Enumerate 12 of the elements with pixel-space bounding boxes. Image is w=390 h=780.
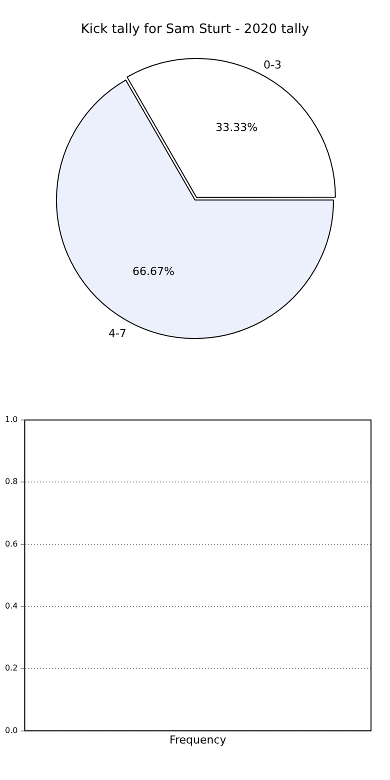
chart-title: Kick tally for Sam Sturt - 2020 tally xyxy=(80,22,310,37)
y-tick-label: 1.0 xyxy=(4,415,18,424)
x-tick-label: Frequency xyxy=(169,733,227,746)
y-tick-label: 0.2 xyxy=(4,664,18,673)
slice-label: 4-7 xyxy=(108,327,126,340)
y-tick-label: 0.6 xyxy=(4,539,18,548)
data-label: 66.67% xyxy=(132,264,174,278)
slice-label: 0-3 xyxy=(264,58,282,72)
y-tick-label: 0.4 xyxy=(4,602,18,611)
data-label: 33.33% xyxy=(216,120,258,134)
y-tick-label: 0.0 xyxy=(4,726,18,735)
y-tick-label: 0.8 xyxy=(4,477,18,486)
